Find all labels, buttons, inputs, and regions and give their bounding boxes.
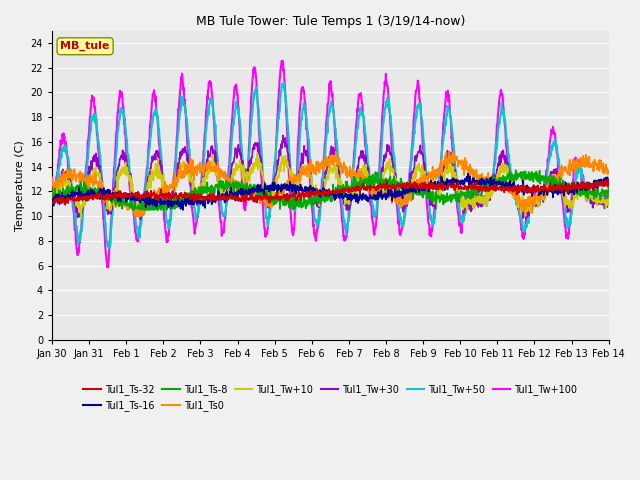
Text: MB_tule: MB_tule xyxy=(60,41,110,51)
Title: MB Tule Tower: Tule Temps 1 (3/19/14-now): MB Tule Tower: Tule Temps 1 (3/19/14-now… xyxy=(196,15,465,28)
Y-axis label: Temperature (C): Temperature (C) xyxy=(15,140,25,231)
Legend: Tul1_Ts-32, Tul1_Ts-16, Tul1_Ts-8, Tul1_Ts0, Tul1_Tw+10, Tul1_Tw+30, Tul1_Tw+50,: Tul1_Ts-32, Tul1_Ts-16, Tul1_Ts-8, Tul1_… xyxy=(79,381,581,415)
